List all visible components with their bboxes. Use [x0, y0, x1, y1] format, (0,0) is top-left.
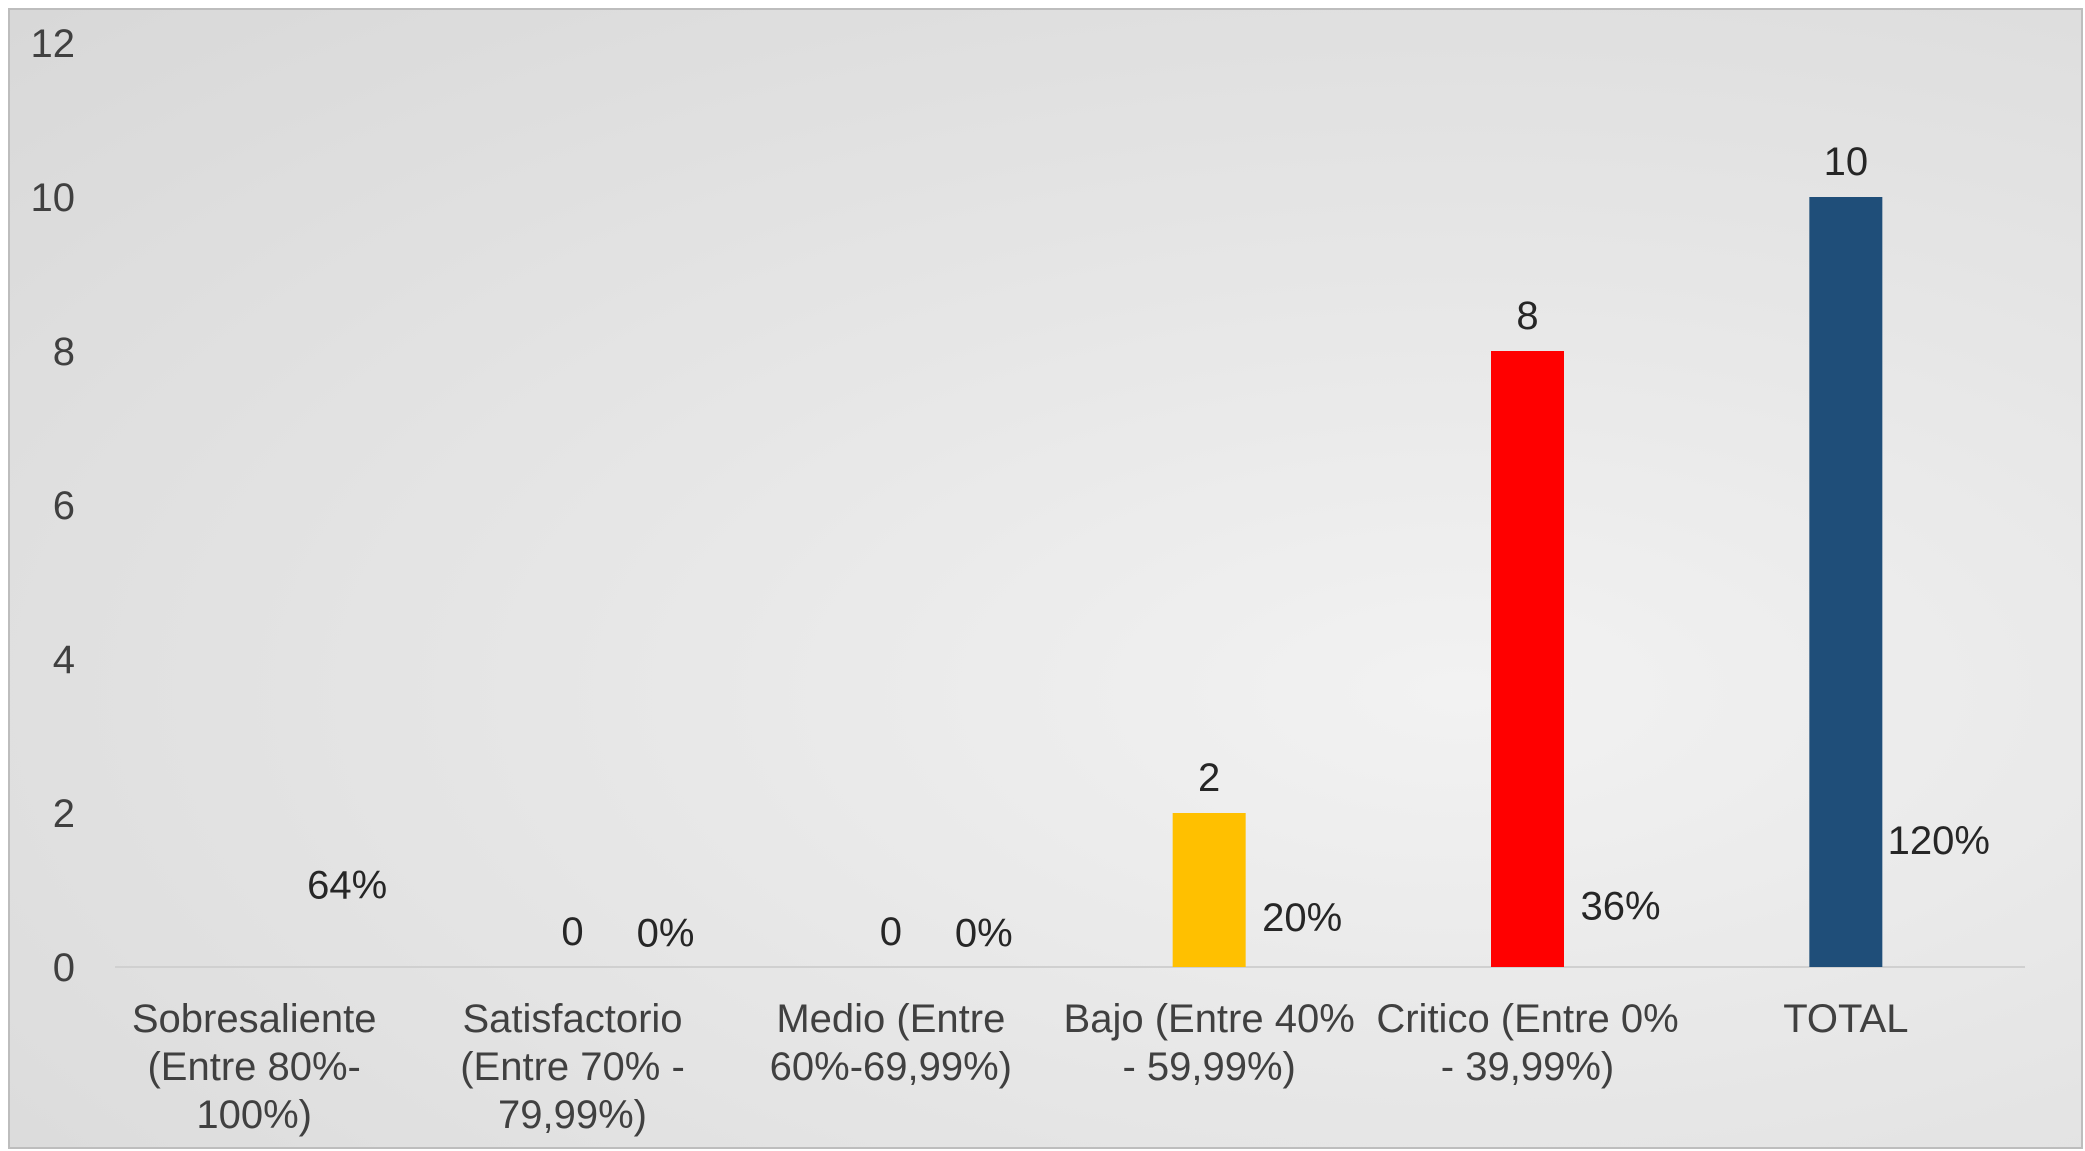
- value-label: 0: [561, 910, 583, 954]
- y-tick-label: 10: [31, 176, 76, 220]
- percent-label: 120%: [1888, 819, 1990, 863]
- bar: [1172, 813, 1246, 967]
- value-label: 8: [1516, 294, 1538, 338]
- chart-frame: [8, 8, 2083, 1149]
- y-tick-label: 12: [31, 22, 76, 66]
- percent-label: 36%: [1580, 884, 1660, 928]
- x-category-label: TOTAL: [1783, 997, 1908, 1041]
- percent-label: 0%: [637, 911, 695, 955]
- x-category-label: Medio (Entre 60%-69,99%): [770, 997, 1012, 1089]
- x-category-label: Sobresaliente (Entre 80%-100%): [132, 997, 377, 1137]
- y-tick-label: 8: [53, 330, 75, 374]
- y-tick-label: 6: [53, 484, 75, 528]
- bar: [1491, 351, 1564, 967]
- percent-label: 20%: [1262, 896, 1342, 940]
- x-category-label: Bajo (Entre 40% - 59,99%): [1064, 997, 1355, 1089]
- y-tick-label: 2: [53, 792, 75, 836]
- value-label: 0: [880, 910, 902, 954]
- percent-label: 64%: [307, 864, 387, 908]
- value-label: 10: [1824, 140, 1869, 184]
- y-tick-label: 0: [53, 946, 75, 990]
- y-tick-label: 4: [53, 638, 75, 682]
- x-category-label: Satisfactorio (Entre 70% -79,99%): [460, 997, 685, 1137]
- percent-label: 0%: [955, 911, 1013, 955]
- bar: [1809, 197, 1883, 967]
- x-category-label: Critico (Entre 0% - 39,99%): [1376, 997, 1678, 1089]
- value-label: 2: [1198, 756, 1220, 800]
